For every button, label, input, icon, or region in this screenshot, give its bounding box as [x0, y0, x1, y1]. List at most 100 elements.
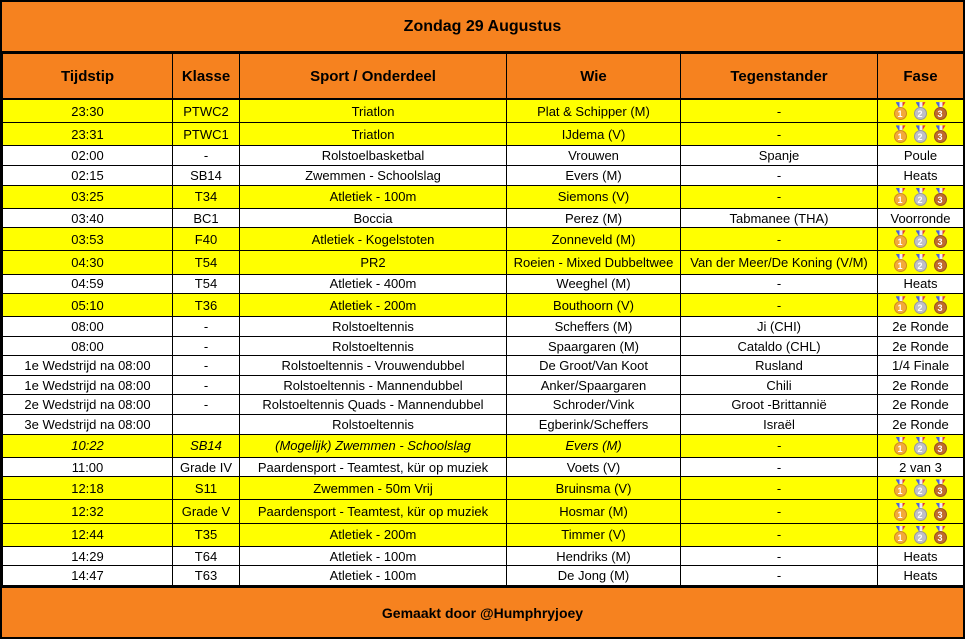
cell-tegenstander: Ji (CHI): [680, 316, 878, 337]
cell-tegenstander: -: [680, 499, 878, 524]
cell-wie: Vrouwen: [506, 145, 681, 167]
header-row: Tijdstip Klasse Sport / Onderdeel Wie Te…: [2, 53, 963, 100]
cell-fase: 2e Ronde: [877, 414, 963, 435]
cell-sport: Rolstoelbasketbal: [239, 145, 507, 167]
cell-klasse: T54: [172, 273, 240, 295]
cell-tegenstander: -: [680, 565, 878, 586]
cell-tijdstip: 3e Wedstrijd na 08:00: [2, 414, 173, 435]
cell-tijdstip: 2e Wedstrijd na 08:00: [2, 394, 173, 416]
cell-wie: Voets (V): [506, 456, 681, 478]
cell-tijdstip: 08:00: [2, 335, 173, 357]
cell-sport: Zwemmen - Schoolslag: [239, 165, 507, 186]
cell-wie: De Groot/Van Koot: [506, 355, 681, 376]
cell-klasse: F40: [172, 227, 240, 252]
cell-tegenstander: -: [680, 122, 878, 147]
cell-tijdstip: 1e Wedstrijd na 08:00: [2, 374, 173, 396]
cell-wie: Siemons (V): [506, 184, 681, 209]
cell-klasse: SB14: [172, 165, 240, 186]
cell-klasse: T64: [172, 545, 240, 567]
cell-wie: Hendriks (M): [506, 545, 681, 567]
table-row: 03:53 F40 Atletiek - Kogelstoten Zonneveld …: [2, 227, 963, 252]
cell-wie: De Jong (M): [506, 565, 681, 586]
silver-medal-icon: 2: [913, 187, 928, 206]
silver-medal-icon: 2: [913, 502, 928, 521]
bronze-medal-icon: 3: [933, 296, 948, 315]
cell-tegenstander: -: [680, 476, 878, 501]
cell-klasse: -: [172, 394, 240, 416]
cell-fase: Heats: [877, 545, 963, 567]
cell-wie: Spaargaren (M): [506, 335, 681, 357]
cell-wie: Zonneveld (M): [506, 227, 681, 252]
cell-fase: Heats: [877, 165, 963, 186]
cell-sport: Rolstoeltennis: [239, 414, 507, 435]
cell-wie: Roeien - Mixed Dubbeltwee: [506, 250, 681, 275]
cell-tegenstander: -: [680, 227, 878, 252]
table-row: 14:29 T64 Atletiek - 100m Hendriks (M) - Heat…: [2, 545, 963, 567]
table-row: 03:25 T34 Atletiek - 100m Siemons (V) -1 2 3: [2, 184, 963, 209]
cell-klasse: -: [172, 145, 240, 167]
cell-sport: Atletiek - 100m: [239, 565, 507, 586]
bronze-medal-icon: 3: [933, 436, 948, 455]
cell-wie: Perez (M): [506, 207, 681, 229]
cell-fase: 2e Ronde: [877, 394, 963, 416]
cell-sport: Paardensport - Teamtest, kür op muziek: [239, 456, 507, 478]
gold-medal-icon: 1: [893, 187, 908, 206]
cell-wie: IJdema (V): [506, 122, 681, 147]
cell-wie: Timmer (V): [506, 522, 681, 547]
cell-tijdstip: 02:15: [2, 165, 173, 186]
cell-wie: Scheffers (M): [506, 316, 681, 337]
table-row: 08:00- Rolstoeltennis Scheffers (M) Ji (CHI…: [2, 316, 963, 337]
cell-klasse: [172, 414, 240, 435]
cell-fase: 2e Ronde: [877, 374, 963, 396]
cell-tijdstip: 23:30: [2, 98, 173, 124]
cell-klasse: T36: [172, 293, 240, 318]
cell-klasse: PTWC1: [172, 122, 240, 147]
cell-tegenstander: Spanje: [680, 145, 878, 167]
cell-tijdstip: 08:00: [2, 316, 173, 337]
table-row: 23:30 PTWC2 Triatlon Plat & Schipper (M) -1 2…: [2, 98, 963, 124]
cell-sport: Rolstoeltennis - Vrouwendubbel: [239, 355, 507, 376]
cell-tijdstip: 12:18: [2, 476, 173, 501]
silver-medal-icon: 2: [913, 230, 928, 249]
table-row: 12:44 T35 Atletiek - 200m Timmer (V) -1 2 3: [2, 522, 963, 547]
cell-tijdstip: 14:29: [2, 545, 173, 567]
table-row: 02:15 SB14 Zwemmen - Schoolslag Evers (M) - H…: [2, 165, 963, 186]
cell-fase: 2e Ronde: [877, 316, 963, 337]
column-header-klasse: Klasse: [172, 53, 240, 100]
cell-tijdstip: 10:22: [2, 433, 173, 458]
table-row: 2e Wedstrijd na 08:00- Rolstoeltennis Qua…: [2, 394, 963, 416]
cell-sport: Boccia: [239, 207, 507, 229]
cell-tegenstander: Cataldo (CHL): [680, 335, 878, 357]
gold-medal-icon: 1: [893, 102, 908, 121]
table-row: 05:10 T36 Atletiek - 200m Bouthoorn (V) -1 2 3: [2, 293, 963, 318]
cell-fase: Voorronde: [877, 207, 963, 229]
bronze-medal-icon: 3: [933, 479, 948, 498]
cell-klasse: -: [172, 335, 240, 357]
table-row: 3e Wedstrijd na 08:00 Rolstoeltennis Egber…: [2, 414, 963, 435]
cell-tegenstander: -: [680, 456, 878, 478]
cell-klasse: S11: [172, 476, 240, 501]
cell-klasse: -: [172, 374, 240, 396]
gold-medal-icon: 1: [893, 253, 908, 272]
cell-tijdstip: 1e Wedstrijd na 08:00: [2, 355, 173, 376]
cell-sport: Rolstoeltennis - Mannendubbel: [239, 374, 507, 396]
table-row: 04:30 T54 PR2 Roeien - Mixed Dubbeltwee Van …: [2, 250, 963, 275]
table-row: 08:00- Rolstoeltennis Spaargaren (M) Catald…: [2, 335, 963, 357]
bronze-medal-icon: 3: [933, 502, 948, 521]
cell-wie: Schroder/Vink: [506, 394, 681, 416]
bronze-medal-icon: 3: [933, 102, 948, 121]
cell-fase: Heats: [877, 273, 963, 295]
column-header-wie: Wie: [506, 53, 681, 100]
cell-klasse: PTWC2: [172, 98, 240, 124]
cell-sport: Rolstoeltennis: [239, 335, 507, 357]
table-row: 10:22 SB14 (Mogelijk) Zwemmen - Schoolslag…: [2, 433, 963, 458]
cell-tijdstip: 03:53: [2, 227, 173, 252]
table-row: 02:00- Rolstoelbasketbal Vrouwen Spanje Poul…: [2, 145, 963, 167]
gold-medal-icon: 1: [893, 436, 908, 455]
